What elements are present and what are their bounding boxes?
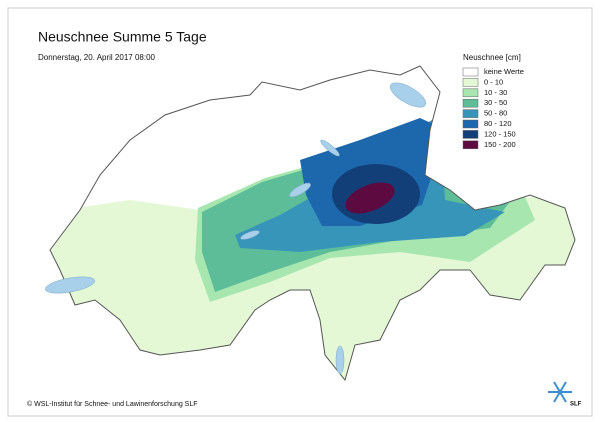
legend-label: 0 - 10 [484, 77, 503, 86]
lake [335, 345, 345, 375]
legend-swatch [462, 67, 479, 77]
lake [240, 230, 260, 240]
lake [45, 276, 95, 294]
lake [289, 182, 311, 198]
lake [389, 82, 427, 108]
legend-label: keine Werte [484, 67, 524, 76]
legend-swatch [462, 130, 479, 139]
legend-swatch [462, 78, 479, 87]
legend-swatch [462, 140, 479, 150]
legend-label: 80 - 120 [484, 119, 512, 128]
copyright: © WSL-Institut für Schnee- und Lawinenfo… [27, 400, 198, 408]
legend-swatch [462, 88, 479, 98]
legend-swatch [462, 109, 479, 118]
lake [320, 139, 340, 157]
legend-swatch [462, 119, 479, 129]
legend-label: 50 - 80 [484, 109, 507, 118]
map-subtitle: Donnerstag, 20. April 2017 08:00 [38, 53, 156, 62]
legend-label: 10 - 30 [484, 88, 507, 97]
logo-flake [548, 381, 572, 403]
legend-swatch [462, 98, 479, 108]
zone [345, 182, 395, 214]
legend-label: 30 - 50 [484, 98, 507, 107]
lakes [45, 82, 427, 375]
logo-text: SLF [570, 402, 582, 408]
legend-title: Neuschnee [cm] [463, 53, 521, 62]
map-title: Neuschnee Summe 5 Tage [38, 29, 207, 45]
logo: SLF [548, 381, 582, 408]
legend-label: 120 - 150 [484, 129, 516, 138]
legend-label: 150 - 200 [484, 140, 516, 149]
